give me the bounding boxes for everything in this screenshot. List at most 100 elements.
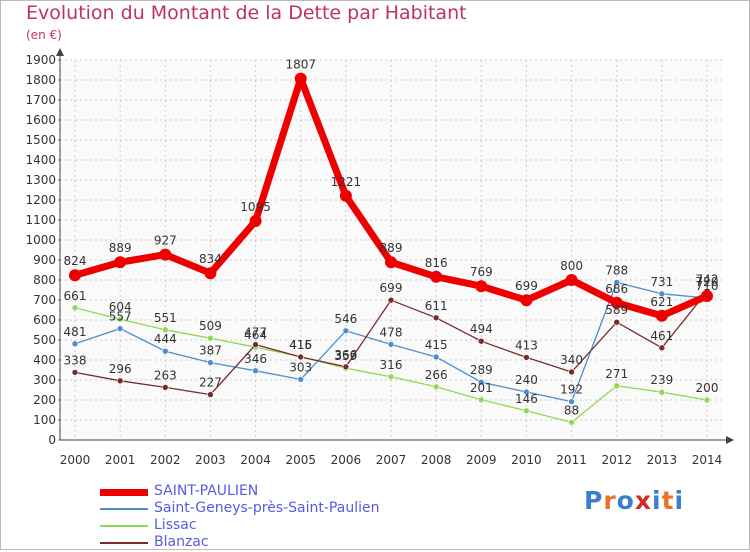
- data-label: 227: [199, 376, 222, 390]
- data-label: 415: [289, 338, 312, 352]
- data-label: 699: [380, 281, 403, 295]
- data-point: [655, 309, 668, 322]
- data-label: 604: [109, 300, 132, 314]
- data-label: 366: [334, 348, 357, 362]
- data-label: 889: [109, 241, 132, 255]
- data-label: 464: [244, 328, 267, 342]
- data-label: 742: [696, 273, 719, 287]
- data-point: [523, 354, 530, 361]
- data-label: 266: [425, 368, 448, 382]
- data-label: 509: [199, 319, 222, 333]
- data-label: 1221: [331, 175, 362, 189]
- legend-label: Lissac: [154, 517, 197, 533]
- data-label: 621: [650, 295, 673, 309]
- data-label: 240: [515, 373, 538, 387]
- data-label: 557: [109, 310, 132, 324]
- logo-letter: i: [652, 486, 662, 515]
- y-tick-label: 1400: [25, 153, 56, 167]
- data-point: [565, 274, 578, 286]
- logo-letter: t: [661, 486, 675, 515]
- x-tick-label: 2012: [601, 453, 632, 467]
- data-point: [159, 248, 172, 261]
- data-label: 201: [470, 381, 493, 395]
- y-tick-label: 800: [33, 273, 56, 287]
- data-point: [568, 419, 575, 426]
- data-label: 461: [650, 329, 673, 343]
- data-point: [385, 256, 397, 269]
- legend-swatch: [100, 525, 148, 527]
- x-tick-label: 2006: [331, 453, 362, 467]
- data-label: 444: [154, 332, 177, 346]
- data-label: 551: [154, 311, 177, 325]
- data-label: 889: [380, 241, 403, 255]
- data-label: 200: [696, 381, 719, 395]
- data-point: [520, 294, 533, 307]
- data-label: 720: [696, 275, 719, 289]
- x-tick-label: 2009: [466, 453, 497, 467]
- data-point: [658, 344, 666, 352]
- data-label: 359: [334, 349, 357, 363]
- data-label: 710: [696, 279, 719, 293]
- x-tick-label: 2001: [105, 453, 136, 467]
- y-tick-label: 0: [48, 433, 56, 447]
- logo-letter: x: [634, 486, 652, 515]
- data-point: [207, 391, 214, 398]
- data-label: 611: [425, 299, 448, 313]
- data-point: [249, 215, 262, 227]
- data-label: 686: [605, 282, 628, 296]
- data-point: [71, 369, 79, 376]
- data-point: [613, 279, 621, 286]
- legend: SAINT-PAULIEN Saint-Geneys-près-Saint-Pau…: [100, 483, 430, 552]
- data-point: [477, 337, 485, 345]
- data-point: [568, 368, 575, 376]
- x-tick-label: 2008: [421, 453, 452, 467]
- logo-letter: P: [584, 486, 604, 515]
- data-label: 316: [380, 358, 403, 372]
- y-tick-label: 1200: [25, 193, 56, 207]
- x-tick-label: 2007: [376, 453, 407, 467]
- y-tick-label: 1300: [25, 173, 56, 187]
- data-label: 1095: [240, 200, 271, 214]
- data-label: 346: [244, 352, 267, 366]
- logo-letter: o: [616, 486, 635, 515]
- y-tick-label: 1000: [25, 233, 56, 247]
- data-label: 546: [334, 312, 357, 326]
- data-label: 800: [560, 259, 583, 273]
- data-label: 661: [64, 289, 87, 303]
- data-point: [116, 377, 124, 385]
- y-axis-arrow: [56, 48, 64, 56]
- data-point: [430, 270, 443, 283]
- data-label: 927: [154, 234, 177, 248]
- x-tick-label: 2013: [647, 453, 678, 467]
- data-label: 387: [199, 344, 222, 358]
- chart-unit: (en €): [26, 28, 62, 42]
- data-point: [339, 189, 352, 202]
- data-point: [297, 353, 305, 361]
- data-label: 788: [605, 263, 628, 277]
- data-point: [432, 314, 440, 322]
- data-point: [523, 388, 530, 396]
- data-label: 477: [244, 326, 267, 340]
- data-point: [387, 341, 395, 348]
- data-label: 415: [425, 338, 448, 352]
- logo-letter: r: [603, 486, 617, 515]
- data-label: 338: [64, 353, 87, 367]
- data-point: [207, 359, 214, 366]
- legend-swatch: [100, 508, 148, 510]
- data-point: [297, 376, 305, 383]
- x-tick-label: 2005: [285, 453, 316, 467]
- y-tick-label: 1100: [25, 213, 56, 227]
- data-label: 478: [380, 325, 403, 339]
- data-point: [432, 353, 440, 361]
- data-point: [252, 341, 259, 348]
- data-label: 303: [289, 360, 312, 374]
- data-point: [71, 304, 79, 312]
- y-tick-label: 1800: [25, 73, 56, 87]
- y-tick-label: 600: [33, 313, 56, 327]
- chart-title: Evolution du Montant de la Dette par Hab…: [26, 2, 467, 24]
- data-point: [342, 363, 350, 371]
- x-tick-label: 2011: [556, 453, 587, 467]
- data-label: 289: [470, 363, 493, 377]
- data-point: [477, 396, 485, 404]
